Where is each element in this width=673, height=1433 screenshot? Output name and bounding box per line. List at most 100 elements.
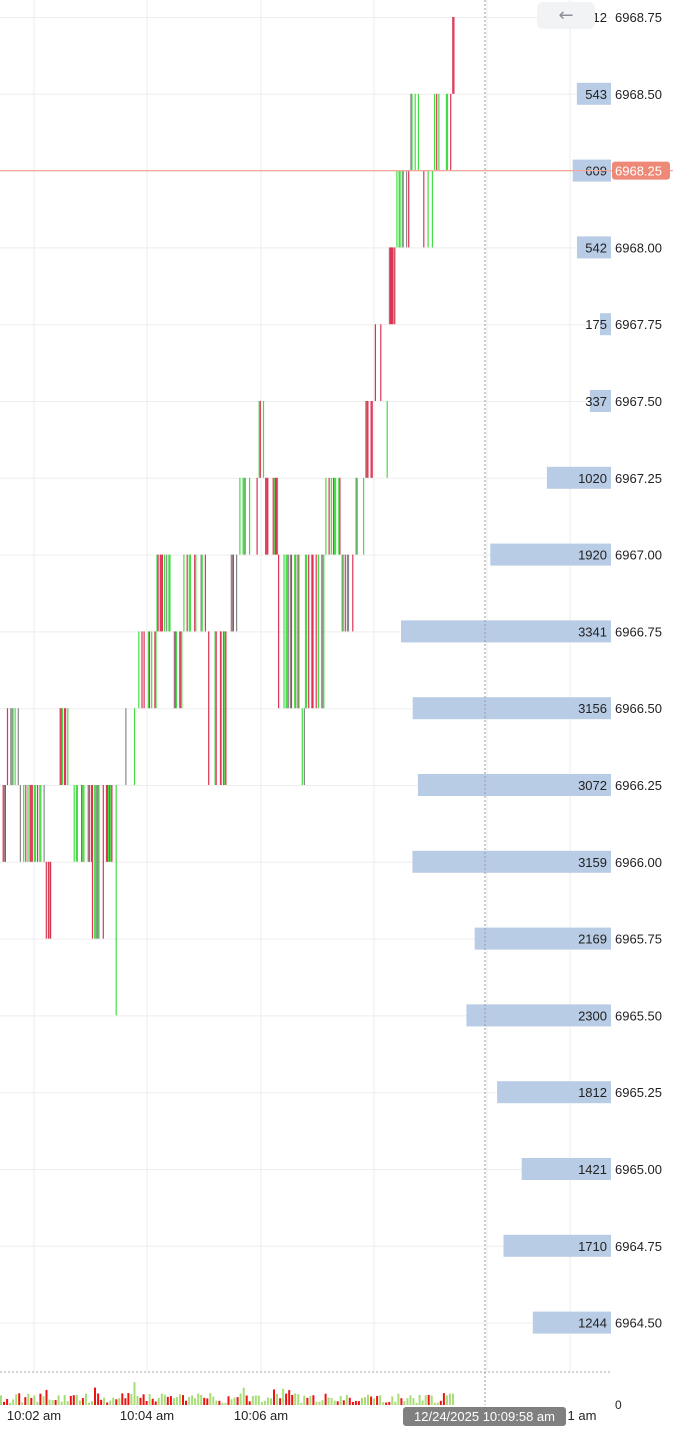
volume-profile-label: 543 [585,87,607,102]
volume-bar [370,1396,373,1405]
volume-bar [315,1401,318,1405]
price-axis: 6964.50 6964.75 6965.00 6965.25 6965.50 6965.… [612,10,670,1412]
volume-bar [412,1398,415,1405]
volume-bar [279,1398,282,1405]
volume-bar [376,1396,379,1405]
volume-bar [336,1401,339,1405]
volume-bar [291,1394,294,1405]
volume-bar [260,1402,263,1405]
volume-profile-label: 1812 [578,1085,607,1100]
price-ticks [2,17,455,1016]
volume-bar [327,1397,330,1405]
volume-bar [233,1397,236,1405]
back-button[interactable]: ← [537,2,595,29]
volume-bar [185,1400,187,1405]
price-axis-label: 6965.00 [615,1162,662,1177]
price-axis-label: 6967.25 [615,471,662,486]
last-price-label: 6968.25 [615,164,662,179]
volume-bar [145,1401,148,1405]
volume-profile-label: 1244 [578,1316,607,1331]
volume-bar [406,1398,409,1405]
volume-bar [169,1396,172,1405]
volume-bar [30,1397,33,1405]
volume-profile-bar [497,1081,611,1104]
volume-profile-bar [474,927,611,950]
volume-bar [397,1393,400,1405]
volume-bar [282,1388,285,1405]
volume-bar [182,1395,184,1405]
volume-bar [418,1395,421,1405]
volume-bar [103,1397,106,1405]
volume-bar [112,1397,115,1405]
volume-bar [188,1396,191,1405]
volume-bar [403,1401,406,1405]
volume-bar [230,1399,233,1405]
volume-bar [385,1402,388,1405]
volume-bar [300,1402,303,1405]
price-axis-label: 6967.50 [615,394,662,409]
volume-bar [163,1394,166,1405]
volume-bar [364,1397,366,1405]
volume-bar [203,1397,206,1405]
volume-bar [373,1398,376,1405]
volume-profile-label: 12 [593,10,607,25]
volume-bar [288,1390,291,1405]
volume-bar [136,1395,139,1405]
volume-bar [427,1395,430,1405]
volume-bar [361,1397,363,1405]
volume-bar [227,1396,230,1405]
volume-bar [445,1395,448,1405]
volume-bar [24,1397,27,1405]
volume-profile-label: 1710 [578,1239,607,1254]
volume-bar [206,1398,209,1405]
volume-profile-label: 542 [585,240,607,255]
price-axis-label: 6965.50 [615,1008,662,1023]
volume-bar [339,1395,342,1405]
volume-bar [63,1395,66,1405]
volume-bar [436,1402,439,1405]
volume-bar [351,1401,354,1405]
volume-bar [15,1394,18,1405]
price-axis-label: 6966.75 [615,624,662,639]
volume-bar [212,1396,215,1405]
volume-bar [248,1401,251,1405]
volume-bar [27,1393,30,1405]
volume-bar [127,1393,130,1405]
volume-bar [39,1393,42,1405]
volume-bar [3,1401,5,1405]
volume-bar [400,1398,403,1405]
volume-bar [309,1395,312,1405]
price-axis-label: 6968.50 [615,87,662,102]
volume-bar [270,1398,272,1405]
volume-bar [312,1395,315,1405]
volume-bar [121,1393,124,1405]
volume-bar [130,1393,133,1405]
volume-bar [297,1394,300,1405]
volume-bar [197,1393,200,1405]
price-axis-label: 6966.00 [615,855,662,870]
volume-bar [224,1402,227,1405]
volume-profile-bar [532,1311,611,1334]
volume-bar [106,1402,109,1405]
volume-bar [276,1393,278,1405]
volume-bar [218,1400,221,1405]
volume-bar [166,1396,169,1405]
volume-bar [97,1393,100,1405]
volume-bar [354,1401,357,1405]
price-axis-label: 6968.75 [615,10,662,25]
volume-profile-label: 3341 [578,624,607,639]
volume-bar [239,1393,242,1405]
time-axis-label: 10:04 am [120,1408,174,1423]
volume-bar [33,1395,36,1405]
volume-bar [273,1389,275,1405]
volume-bar [236,1397,239,1405]
time-axis-label: 10:06 am [234,1408,288,1423]
volume-bar [242,1387,245,1405]
volume-bar [452,1393,454,1405]
volume-bar [345,1394,348,1405]
volume-bar [100,1399,103,1405]
volume-profile-label: 1020 [578,471,607,486]
price-axis-label: 6965.75 [615,932,662,947]
volume-bar [257,1395,260,1405]
